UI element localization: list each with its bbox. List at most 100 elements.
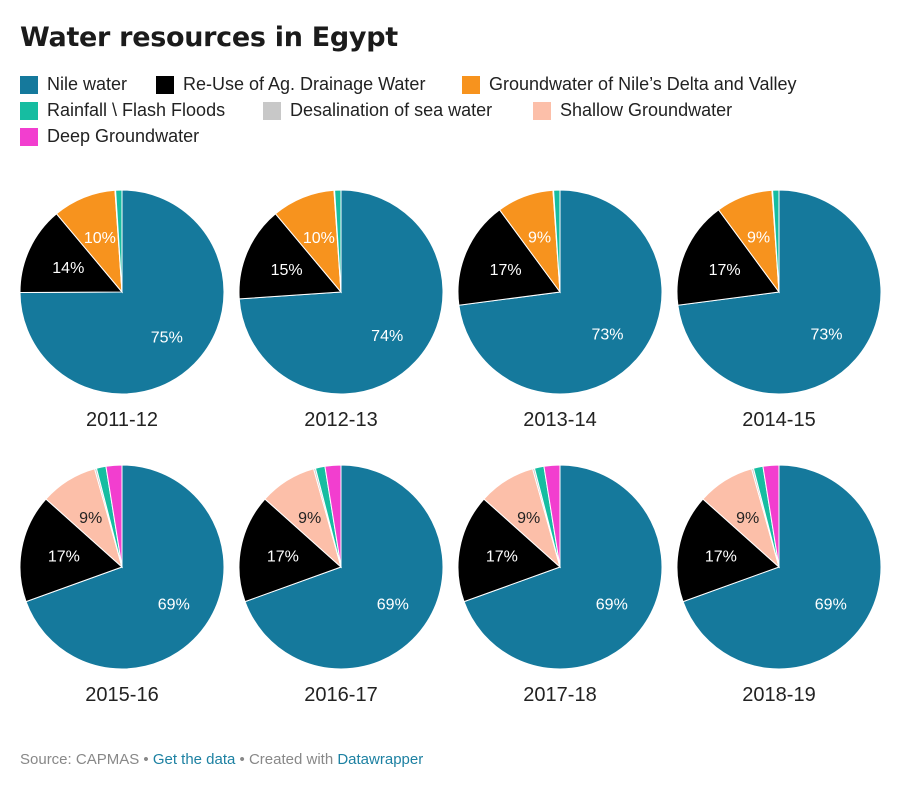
legend-label: Nile water: [47, 74, 128, 94]
pie-slice: [25, 464, 225, 670]
legend-label: Desalination of sea water: [290, 100, 493, 120]
get-data-link[interactable]: Get the data: [152, 751, 236, 768]
legend-swatch: [20, 75, 38, 94]
pie-data-label: 10%: [84, 230, 116, 247]
pie-data-label: 17%: [490, 262, 522, 279]
pie-chart: 69% 17% 9%: [674, 462, 884, 672]
legend-item-drainage-reuse: Re-Use of Ag. Drainage Water: [156, 74, 425, 95]
pie-data-label: 9%: [736, 510, 759, 527]
pie-svg: 69% 17% 9%: [676, 464, 882, 670]
legend-row: Deep Groundwater: [20, 126, 890, 152]
pie-svg: 69% 17% 9%: [238, 464, 444, 670]
pie-caption: 2014-15: [742, 409, 816, 431]
pie-caption: 2017-18: [523, 684, 597, 706]
pie-caption: 2016-17: [304, 684, 378, 706]
footer: Source: CAPMAS • Get the data • Created …: [20, 751, 423, 768]
pie-data-label: 69%: [377, 596, 409, 613]
pie-data-label: 69%: [158, 596, 190, 613]
datawrapper-link[interactable]: Datawrapper: [337, 751, 424, 768]
pie-data-label: 15%: [271, 262, 303, 279]
pie-slice: [463, 464, 663, 670]
pie-svg: 75% 14%10%: [19, 189, 225, 395]
pie-caption: 2012-13: [304, 409, 378, 431]
pie-data-label: 75%: [151, 330, 183, 347]
pie-chart: 73% 17% 9%: [674, 187, 884, 397]
pie-data-label: 73%: [810, 327, 842, 344]
legend-item-shallow-groundwater: Shallow Groundwater: [533, 100, 732, 121]
pie-slice: [772, 189, 780, 293]
legend-item-desalination: Desalination of sea water: [263, 100, 492, 121]
pie-svg: 73% 17% 9%: [676, 189, 882, 395]
pie-slice: [553, 189, 561, 293]
pie-slice: [19, 189, 225, 395]
pie-slice: [238, 213, 343, 300]
pie-data-label: 69%: [596, 596, 628, 613]
pie-data-label: 9%: [517, 510, 540, 527]
legend-item-rainfall: Rainfall \ Flash Floods: [20, 100, 225, 121]
legend-swatch: [533, 101, 551, 120]
pie-data-label: 74%: [371, 328, 403, 345]
pie-caption: 2018-19: [742, 684, 816, 706]
pie-slice: [19, 498, 123, 603]
pie-chart: 75% 14% 10%: [17, 187, 227, 397]
pie-chart: 74% 15% 10%: [236, 187, 446, 397]
legend-item-delta-groundwater: Groundwater of Nile’s Delta and Valley: [462, 74, 797, 95]
pie-slice: [762, 464, 780, 568]
pie-chart: 69% 17% 9%: [17, 462, 227, 672]
pie-data-label: 69%: [815, 596, 847, 613]
legend-row: Rainfall \ Flash Floods Desalination of …: [20, 100, 890, 126]
pie-chart: 73% 17% 9%: [455, 187, 665, 397]
pie-chart: 69% 17% 9%: [236, 462, 446, 672]
pie-slice: [238, 498, 342, 603]
pie-slice: [457, 498, 561, 603]
legend-label: Groundwater of Nile’s Delta and Valley: [489, 74, 797, 94]
legend-swatch: [263, 101, 281, 120]
pie-caption: 2011-12: [86, 409, 158, 431]
pie-data-label: 9%: [747, 230, 770, 247]
pie-slice: [115, 189, 123, 293]
pie-slice: [676, 209, 780, 306]
legend-row: Nile water Re-Use of Ag. Drainage Water …: [20, 74, 890, 100]
pie-data-label: 17%: [267, 549, 299, 566]
pie-data-label: 10%: [303, 230, 335, 247]
pie-data-label: 9%: [79, 510, 102, 527]
legend-swatch: [462, 75, 480, 94]
pie-data-label: 9%: [298, 510, 321, 527]
pie-slice: [19, 213, 124, 293]
legend-swatch: [156, 75, 174, 94]
pie-data-label: 14%: [52, 260, 84, 277]
chart-title: Water resources in Egypt: [20, 22, 398, 53]
footer-separator: •: [139, 751, 153, 768]
pie-chart: 69% 17% 9%: [455, 462, 665, 672]
pie-svg: 69% 17% 9%: [19, 464, 225, 670]
legend-swatch: [20, 101, 38, 120]
legend-item-nile-water: Nile water: [20, 74, 127, 95]
pie-slice: [676, 498, 780, 603]
pie-slice: [324, 464, 342, 568]
legend-label: Re-Use of Ag. Drainage Water: [183, 74, 426, 94]
pie-svg: 73% 17% 9%: [457, 189, 663, 395]
pie-data-label: 17%: [48, 549, 80, 566]
pie-caption: 2015-16: [85, 684, 159, 706]
pie-data-label: 17%: [709, 262, 741, 279]
legend-label: Rainfall \ Flash Floods: [47, 100, 226, 120]
legend-item-deep-groundwater: Deep Groundwater: [20, 126, 199, 147]
legend-label: Shallow Groundwater: [560, 100, 733, 120]
pie-slice: [457, 209, 561, 306]
pie-data-label: 73%: [591, 327, 623, 344]
pie-slice: [543, 464, 561, 568]
pie-slice: [105, 464, 123, 568]
pie-data-label: 9%: [528, 230, 551, 247]
pie-svg: 69% 17% 9%: [457, 464, 663, 670]
legend-label: Deep Groundwater: [47, 126, 200, 146]
pie-data-label: 17%: [486, 549, 518, 566]
pie-slice: [334, 189, 342, 293]
legend: Nile water Re-Use of Ag. Drainage Water …: [20, 74, 890, 152]
pie-slice: [244, 464, 444, 670]
pie-slice: [682, 464, 882, 670]
footer-separator: • Created with: [235, 751, 338, 768]
pie-svg: 74% 15%10%: [238, 189, 444, 395]
legend-swatch: [20, 127, 38, 146]
pie-data-label: 17%: [705, 549, 737, 566]
source-text: Source: CAPMAS: [20, 751, 140, 768]
